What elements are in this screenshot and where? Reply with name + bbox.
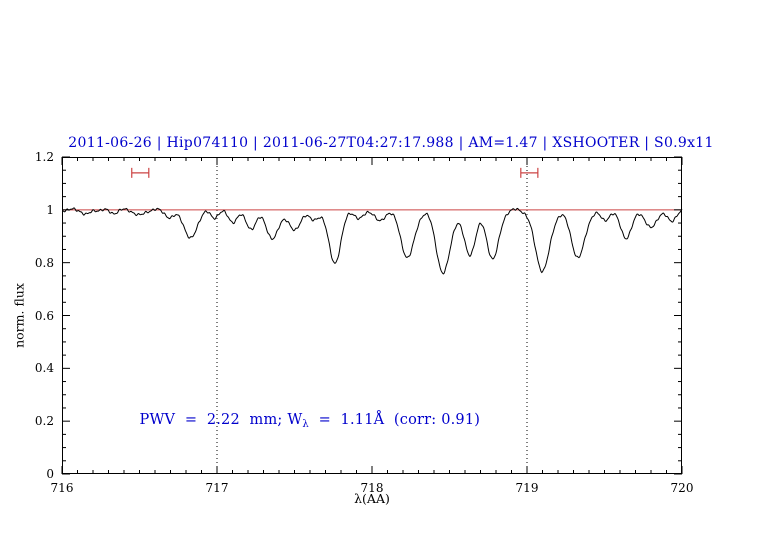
y-tick-label: 1 — [46, 202, 54, 217]
x-axis-title: λ(AA) — [354, 491, 390, 506]
y-axis-title: norm. flux — [11, 283, 27, 348]
x-tick-label: 716 — [50, 481, 74, 495]
y-tick-label: 0.8 — [34, 255, 54, 270]
x-tick-label: 718 — [360, 481, 384, 495]
y-tick-label: 1.2 — [34, 150, 54, 164]
plot-title: 2011-06-26 | Hip074110 | 2011-06-27T04:2… — [68, 135, 714, 151]
y-tick-label: 0 — [46, 467, 54, 481]
pwv-annotation: PWV = 2.22 mm; Wλ = 1.11Å (corr: 0.91) — [140, 412, 481, 430]
y-tick-label: 0.4 — [34, 361, 54, 376]
y-tick-label: 0.2 — [34, 414, 54, 429]
pwv-annotation-post: = 1.11Å (corr: 0.91) — [308, 412, 481, 429]
y-tick-label: 0.6 — [34, 308, 54, 323]
x-tick-label: 717 — [205, 481, 229, 495]
x-tick-label: 719 — [515, 481, 539, 495]
pwv-annotation-pre: PWV = 2.22 mm; W — [139, 412, 303, 429]
x-tick-label: 720 — [670, 481, 694, 495]
pwv-annotation-lambda-subscript: λ — [302, 419, 309, 431]
